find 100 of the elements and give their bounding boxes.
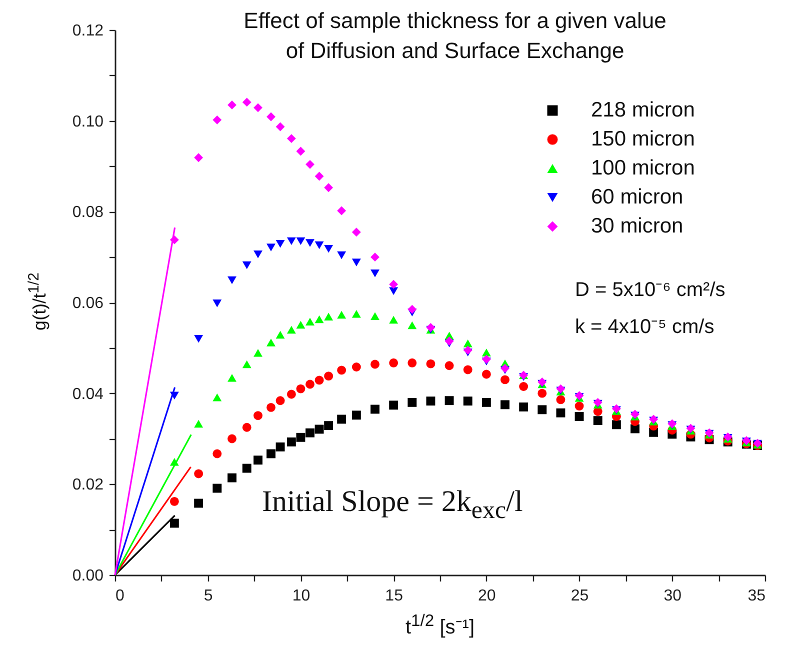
point (426, 359, 436, 368)
point (408, 304, 417, 314)
point (228, 276, 236, 284)
point (194, 469, 204, 478)
point (408, 398, 417, 407)
point (612, 420, 621, 430)
point (314, 315, 324, 324)
point (266, 244, 276, 252)
point (500, 364, 510, 373)
legend-label: 150 micron (591, 128, 695, 150)
point (266, 112, 276, 122)
point (296, 384, 306, 394)
point (254, 456, 262, 465)
point (482, 398, 491, 407)
y-tick-label: 0.12 (72, 22, 104, 40)
point (593, 416, 602, 426)
x-tick-label: 15 (385, 588, 404, 604)
point (242, 98, 252, 107)
x-tick-label: 10 (292, 588, 310, 604)
point (408, 321, 417, 330)
point (266, 449, 276, 458)
point (519, 382, 528, 391)
point (324, 372, 334, 381)
point (352, 258, 361, 266)
y-tick-label: 0.02 (72, 476, 104, 494)
annotation: k = 4x10⁻⁵ cm/s (575, 315, 714, 339)
point (324, 421, 334, 430)
legend-label: 100 micron (591, 156, 695, 180)
point (538, 388, 547, 398)
y-tick-label: 0.06 (72, 295, 104, 312)
point (276, 330, 285, 339)
point (500, 400, 510, 410)
point (337, 310, 346, 319)
point (389, 280, 398, 289)
point (242, 422, 252, 432)
point (212, 115, 222, 124)
point (242, 261, 252, 270)
point (463, 346, 472, 355)
point (276, 396, 285, 406)
point (242, 464, 252, 473)
point (370, 312, 380, 320)
point (170, 518, 179, 528)
point (194, 420, 204, 428)
point (556, 384, 566, 394)
point (296, 432, 306, 442)
point (370, 252, 380, 262)
point (254, 103, 262, 112)
point (482, 370, 491, 379)
point (254, 349, 262, 357)
point (314, 241, 324, 250)
x-tick-label: 35 (748, 588, 766, 604)
point (306, 428, 314, 438)
point (426, 396, 436, 406)
point (352, 362, 361, 372)
point (324, 183, 334, 192)
point (370, 270, 380, 278)
legend-label: 218 micron (591, 98, 695, 122)
point (254, 250, 262, 258)
point (352, 310, 361, 318)
point (389, 358, 398, 368)
annotation: D = 5x10⁻⁶ cm²/s (575, 278, 726, 302)
point (296, 146, 306, 156)
point (556, 408, 566, 418)
point (212, 449, 222, 458)
point (228, 434, 236, 444)
point (276, 122, 285, 132)
point (556, 395, 566, 404)
point (276, 442, 285, 452)
point (337, 206, 346, 216)
y-tick-label: 0.00 (72, 568, 104, 584)
legend-label: 30 micron (591, 214, 684, 238)
x-tick-label: 30 (664, 588, 682, 604)
x-tick-label: 20 (478, 588, 496, 604)
point (370, 404, 380, 414)
point (306, 239, 314, 247)
point (306, 380, 314, 389)
point (266, 402, 276, 412)
point (296, 320, 306, 329)
point (286, 437, 296, 446)
point (408, 358, 417, 368)
point (194, 334, 204, 343)
point (286, 326, 296, 334)
point (314, 376, 324, 385)
point (228, 473, 236, 482)
point (170, 496, 179, 506)
point (286, 134, 296, 144)
point (337, 251, 346, 260)
y-tick-label: 0.08 (72, 204, 104, 222)
point (324, 245, 334, 253)
point (286, 237, 296, 246)
x-axis-title: t$^{1/2}$ [s⁻¹] (404, 611, 476, 640)
point (389, 400, 398, 410)
point (444, 361, 454, 370)
chart-title: Effect of sample thickness for a given value of Diffusion and Surface Exchange (242, 7, 668, 65)
point (266, 338, 276, 346)
point (242, 360, 252, 368)
point (306, 160, 314, 169)
point (194, 498, 204, 508)
point (228, 374, 236, 382)
y-tick-label: 0.10 (72, 113, 104, 130)
